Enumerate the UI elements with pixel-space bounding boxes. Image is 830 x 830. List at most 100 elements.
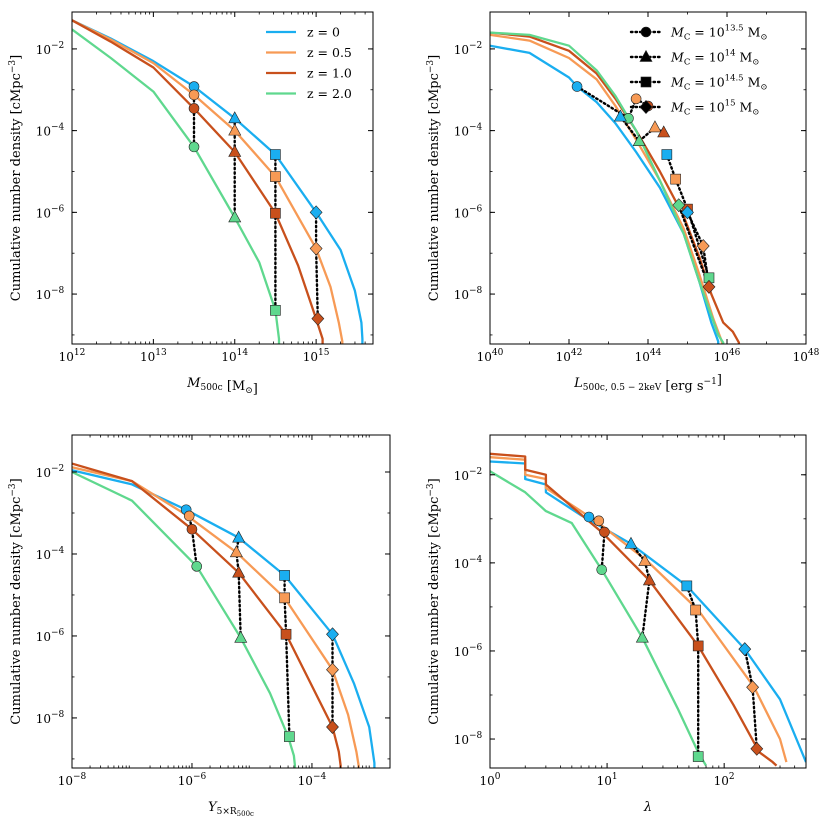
marker-square xyxy=(280,628,292,640)
legend-label: z = 0 xyxy=(307,25,340,40)
marker-circle xyxy=(596,564,608,575)
marker-diamond xyxy=(672,198,686,213)
x-axis-label: Y5×R500c xyxy=(208,800,254,818)
marker-circle xyxy=(571,81,583,92)
marker-square xyxy=(270,207,281,219)
y-tick-label: 10−2 xyxy=(36,464,65,480)
legend-label: MC = 1013.5 M⊙ xyxy=(670,24,768,43)
x-tick-label: 10−6 xyxy=(178,772,207,788)
legend-label: z = 2.0 xyxy=(307,86,352,101)
marker-diamond xyxy=(750,741,764,756)
series-line-z20 xyxy=(490,31,725,344)
legend-marker-square xyxy=(640,76,652,88)
marker-diamond xyxy=(326,720,339,734)
plot-frame xyxy=(71,434,391,769)
y-tick-label: 10−8 xyxy=(36,710,65,726)
x-tick-label: 1044 xyxy=(635,348,662,364)
legend-marker-diamond xyxy=(639,100,653,114)
series-line-z05 xyxy=(72,19,344,344)
chart-panel-mass: 1012 1013 1014 1015 10−8 10−6 10−4 10−2 M500c [M… xyxy=(8,11,374,397)
y-tick-label: 10−4 xyxy=(36,546,65,562)
legend-marker-triangle xyxy=(639,49,653,62)
marker-circle xyxy=(630,93,642,105)
connector-circle xyxy=(575,85,650,121)
legend-label: MC = 1014.5 M⊙ xyxy=(670,74,768,93)
marker-square xyxy=(692,751,704,762)
marker-group xyxy=(583,511,764,762)
y-tick-label: 10−6 xyxy=(36,204,65,220)
x-tick-label: 1040 xyxy=(477,348,504,364)
marker-triangle xyxy=(648,120,662,133)
marker-square xyxy=(690,604,701,616)
y-tick-label: 10−8 xyxy=(454,286,483,302)
marker-circle xyxy=(188,89,200,101)
x-axis-label: λ xyxy=(643,800,652,815)
y-tick-label: 10−6 xyxy=(454,204,483,220)
chart-panel-richness: 100 101 102 10−8 10−6 10−4 10−2 λ Cumulative num… xyxy=(426,434,807,815)
marker-circle xyxy=(599,526,610,538)
connector-square xyxy=(665,153,711,279)
legend-label: z = 1.0 xyxy=(307,66,352,81)
marker-triangle xyxy=(613,109,627,122)
series-line-z05 xyxy=(72,466,360,768)
plot-frame xyxy=(489,434,807,769)
connector-triangle xyxy=(629,542,651,639)
marker-diamond xyxy=(309,205,323,220)
y-axis-label: Cumulative number density [cMpc−3] xyxy=(426,55,442,301)
y-tick-label: 10−2 xyxy=(454,41,483,57)
y-tick-label: 10−6 xyxy=(454,643,483,659)
marker-square xyxy=(284,731,295,742)
x-tick-label: 102 xyxy=(714,772,735,788)
connector-triangle xyxy=(619,115,665,143)
marker-square xyxy=(692,640,704,652)
legend-label: z = 0.5 xyxy=(307,45,352,60)
y-tick-label: 10−6 xyxy=(36,628,65,644)
marker-triangle xyxy=(635,630,649,643)
series-line-z10 xyxy=(490,452,778,767)
marker-triangle xyxy=(229,545,243,558)
series-line-z0 xyxy=(72,19,364,344)
mass-connector-group xyxy=(575,85,711,288)
marker-square xyxy=(270,305,281,316)
series-line-z20 xyxy=(72,470,297,768)
series-line-z10 xyxy=(72,462,342,768)
marker-diamond xyxy=(681,205,694,220)
marker-circle xyxy=(593,515,605,527)
series-line-z20 xyxy=(490,470,707,767)
marker-triangle xyxy=(228,111,242,124)
series-line-z10 xyxy=(490,31,741,344)
series-line-z0 xyxy=(72,469,376,768)
mass-connector-group xyxy=(192,85,319,320)
marker-diamond xyxy=(309,241,323,256)
y-tick-label: 10−8 xyxy=(36,286,65,302)
mass-connector-group xyxy=(587,515,758,758)
marker-triangle xyxy=(234,630,248,643)
connector-square xyxy=(685,584,700,758)
chart-panel-luminosity: 1040 1042 1044 1046 1048 10−8 10−6 10−4 10−2 L500… xyxy=(426,11,820,394)
series-line-z20 xyxy=(72,28,281,344)
marker-diamond xyxy=(746,680,760,695)
marker-circle xyxy=(583,511,595,523)
y-tick-label: 10−4 xyxy=(454,123,483,139)
marker-group xyxy=(188,81,325,326)
x-tick-label: 101 xyxy=(597,772,618,788)
legend-label: MC = 1014 M⊙ xyxy=(670,49,759,68)
marker-circle xyxy=(188,103,200,114)
tick-group: 1012 1013 1014 1015 10−8 10−6 10−4 10−2 xyxy=(36,12,373,364)
series-group xyxy=(72,19,364,344)
x-tick-label: 10−4 xyxy=(298,772,327,788)
tick-group: 10−8 10−6 10−4 10−8 10−6 10−4 10−2 xyxy=(36,435,390,788)
series-line-z0 xyxy=(490,460,806,763)
marker-square xyxy=(661,149,673,160)
series-group xyxy=(72,462,376,768)
series-group xyxy=(490,31,741,344)
marker-diamond xyxy=(326,662,339,677)
legend-redshift: z = 0 z = 0.5 z = 1.0 z = 2.0 xyxy=(266,25,352,101)
legend-label: MC = 1015 M⊙ xyxy=(670,99,759,118)
x-tick-label: 1014 xyxy=(221,348,248,364)
marker-diamond xyxy=(738,642,752,657)
marker-group xyxy=(571,81,716,294)
marker-circle xyxy=(188,141,200,153)
series-line-z10 xyxy=(72,19,324,344)
